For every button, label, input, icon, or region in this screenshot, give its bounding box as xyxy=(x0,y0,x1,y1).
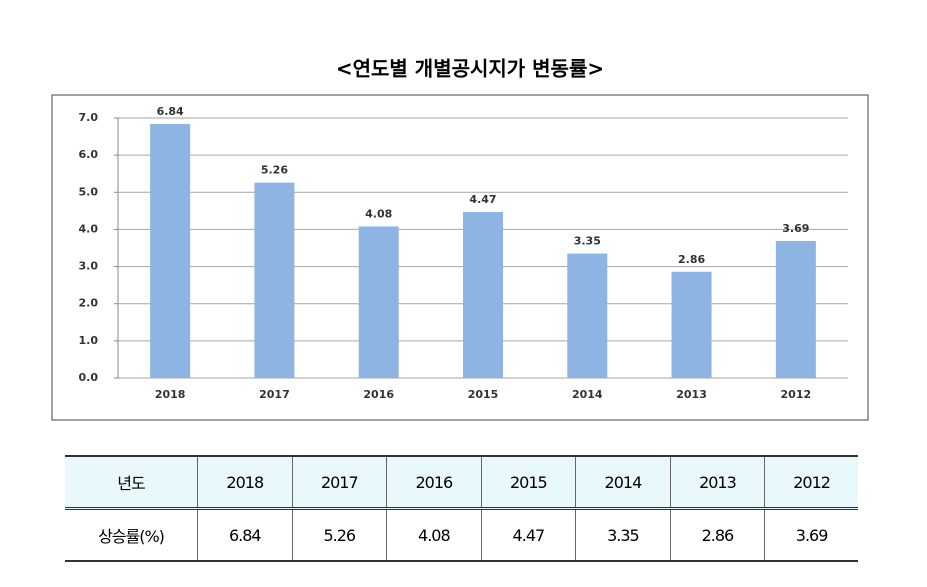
y-tick-label: 5.0 xyxy=(79,185,99,198)
table-cell: 6.84 xyxy=(197,508,293,562)
data-label: 4.47 xyxy=(469,193,496,206)
table-row: 년도 2018 2017 2016 2015 2014 2013 2012 xyxy=(65,455,858,510)
table-cell: 2017 xyxy=(291,455,387,510)
y-tick-label: 1.0 xyxy=(79,334,99,347)
y-tick-label: 4.0 xyxy=(79,222,99,235)
y-tick-label: 6.0 xyxy=(79,148,99,161)
data-label: 6.84 xyxy=(157,105,184,118)
chart: <연도별 개별공시지가 변동률> 0.0 1.0 2.0 3.0 4.0 5.0 6.0 7.… xyxy=(51,57,869,421)
table-cell: 2018 xyxy=(197,455,293,510)
y-tick-label: 2.0 xyxy=(79,297,99,310)
bar xyxy=(671,271,712,378)
data-label: 2.86 xyxy=(678,253,705,266)
table-row: 상승률(%) 6.84 5.26 4.08 4.47 3.35 2.86 3.69 xyxy=(65,508,858,562)
bar xyxy=(358,226,399,378)
bar xyxy=(254,182,295,378)
data-table: 년도 2018 2017 2016 2015 2014 2013 2012 상승률(%) 6.84… xyxy=(65,455,858,562)
data-label: 3.69 xyxy=(782,222,809,235)
x-tick-label: 2017 xyxy=(259,388,290,401)
bar xyxy=(463,211,503,378)
x-tick-label: 2014 xyxy=(572,388,603,401)
x-tick-label: 2012 xyxy=(781,388,812,401)
table-cell: 3.35 xyxy=(575,508,671,562)
chart-title: <연도별 개별공시지가 변동률> xyxy=(336,57,604,81)
table-cell: 3.69 xyxy=(764,508,858,562)
table-cell: 4.47 xyxy=(480,508,576,562)
chart-frame xyxy=(51,94,869,421)
x-tick-label: 2018 xyxy=(155,388,186,401)
table-cell: 2016 xyxy=(386,455,482,510)
data-label: 5.26 xyxy=(261,164,288,177)
y-tick-label: 3.0 xyxy=(79,260,99,273)
table-cell: 5.26 xyxy=(291,508,387,562)
bar xyxy=(150,123,191,378)
data-label: 4.08 xyxy=(365,207,392,220)
x-tick-label: 2013 xyxy=(676,388,707,401)
table-cell: 2.86 xyxy=(669,508,765,562)
table-cell: 4.08 xyxy=(386,508,482,562)
y-tick-label: 0.0 xyxy=(79,371,99,384)
bar xyxy=(775,240,816,378)
x-tick-label: 2016 xyxy=(363,388,394,401)
table-cell: 2014 xyxy=(575,455,671,510)
y-tick-label: 7.0 xyxy=(79,111,99,124)
table-cell: 년도 xyxy=(65,455,198,510)
table-cell: 2015 xyxy=(480,455,576,510)
data-label: 3.35 xyxy=(574,235,601,248)
table-cell: 상승률(%) xyxy=(65,508,198,562)
table-cell: 2013 xyxy=(669,455,765,510)
bar xyxy=(567,253,608,378)
x-tick-label: 2015 xyxy=(468,388,499,401)
table-cell: 2012 xyxy=(764,455,858,510)
